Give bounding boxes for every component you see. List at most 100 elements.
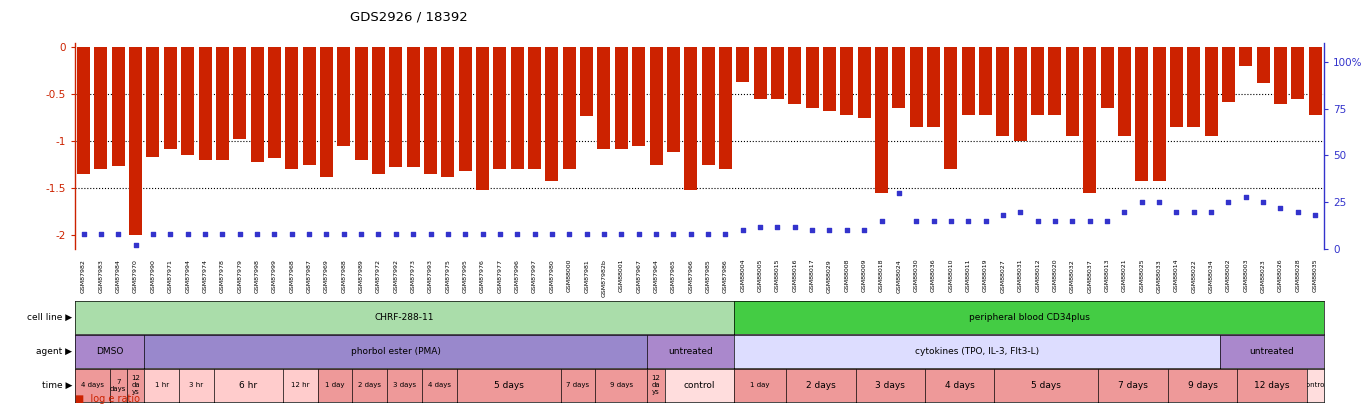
Bar xyxy=(285,47,298,169)
Bar xyxy=(1013,47,1027,141)
Bar xyxy=(789,47,801,104)
Text: 1 day: 1 day xyxy=(326,382,345,388)
Bar xyxy=(372,47,385,174)
Bar xyxy=(147,47,159,157)
Text: phorbol ester (PMA): phorbol ester (PMA) xyxy=(351,347,441,356)
Point xyxy=(731,227,753,234)
Point xyxy=(975,218,997,224)
Bar xyxy=(129,47,142,235)
Text: 3 days: 3 days xyxy=(392,382,415,388)
Text: 6 hr: 6 hr xyxy=(240,381,257,390)
Bar xyxy=(424,47,437,174)
Point xyxy=(1079,218,1100,224)
Text: 7 days: 7 days xyxy=(567,382,590,388)
Text: 12
da
ys: 12 da ys xyxy=(651,375,661,395)
Bar xyxy=(511,47,524,169)
Point xyxy=(592,231,614,237)
Bar xyxy=(199,47,211,160)
Point xyxy=(715,231,737,237)
Bar xyxy=(614,47,628,149)
Bar xyxy=(94,47,108,169)
Text: 3 days: 3 days xyxy=(876,381,906,390)
Text: untreated: untreated xyxy=(1249,347,1294,356)
Bar xyxy=(667,47,680,152)
Point xyxy=(211,231,233,237)
Point xyxy=(437,231,459,237)
Point xyxy=(906,218,928,224)
Point xyxy=(316,231,338,237)
Point xyxy=(662,231,684,237)
Text: 5 days: 5 days xyxy=(493,381,523,390)
Bar xyxy=(1135,47,1148,181)
Bar xyxy=(1083,47,1096,193)
Point xyxy=(385,231,407,237)
Point xyxy=(870,218,892,224)
Text: CHRF-288-11: CHRF-288-11 xyxy=(375,313,434,322)
Text: 5 days: 5 days xyxy=(1031,381,1061,390)
Point xyxy=(263,231,285,237)
Text: ■  log e ratio: ■ log e ratio xyxy=(75,394,140,404)
Point xyxy=(402,231,424,237)
Text: 12 hr: 12 hr xyxy=(291,382,309,388)
Bar xyxy=(823,47,836,111)
Bar xyxy=(1222,47,1235,102)
Text: peripheral blood CD34plus: peripheral blood CD34plus xyxy=(968,313,1090,322)
Point xyxy=(836,227,858,234)
Bar xyxy=(1188,47,1200,127)
Text: untreated: untreated xyxy=(669,347,714,356)
Bar xyxy=(874,47,888,193)
Bar xyxy=(753,47,767,99)
Point xyxy=(957,218,979,224)
Text: 9 days: 9 days xyxy=(610,382,633,388)
Bar xyxy=(997,47,1009,136)
Point xyxy=(247,231,268,237)
Bar xyxy=(407,47,419,167)
Bar xyxy=(1049,47,1061,115)
Point xyxy=(922,218,944,224)
Bar xyxy=(233,47,247,139)
Bar xyxy=(598,47,610,149)
Bar xyxy=(1100,47,1114,108)
Point xyxy=(1148,199,1170,205)
Point xyxy=(785,223,806,230)
Text: agent ▶: agent ▶ xyxy=(37,347,72,356)
Point xyxy=(558,231,580,237)
Bar xyxy=(771,47,785,99)
Text: 7
days: 7 days xyxy=(110,379,127,392)
Text: 4 days: 4 days xyxy=(80,382,104,388)
Bar xyxy=(338,47,350,146)
Bar xyxy=(163,47,177,149)
Text: cytokines (TPO, IL-3, Flt3-L): cytokines (TPO, IL-3, Flt3-L) xyxy=(915,347,1039,356)
Point xyxy=(1009,208,1031,215)
Bar xyxy=(1309,47,1321,115)
Point xyxy=(125,242,147,249)
Text: GDS2926 / 18392: GDS2926 / 18392 xyxy=(350,10,467,23)
Text: 2 days: 2 days xyxy=(806,381,836,390)
Point xyxy=(853,227,874,234)
Bar xyxy=(112,47,125,166)
Point xyxy=(992,212,1013,219)
Text: control: control xyxy=(1303,382,1328,388)
Point xyxy=(177,231,199,237)
Bar xyxy=(1118,47,1130,136)
Bar xyxy=(354,47,368,160)
Point xyxy=(1061,218,1083,224)
Text: 4 days: 4 days xyxy=(428,382,451,388)
Point xyxy=(940,218,962,224)
Point xyxy=(507,231,528,237)
Bar xyxy=(1170,47,1184,127)
Bar xyxy=(1066,47,1079,136)
Point xyxy=(1305,212,1327,219)
Point xyxy=(1166,208,1188,215)
Point xyxy=(281,231,302,237)
Bar xyxy=(910,47,922,127)
Point xyxy=(489,231,511,237)
Text: time ▶: time ▶ xyxy=(42,381,72,390)
Bar xyxy=(806,47,819,108)
Bar xyxy=(320,47,332,177)
Bar xyxy=(1031,47,1045,115)
Bar xyxy=(181,47,195,155)
Point xyxy=(72,231,94,237)
Point xyxy=(1287,208,1309,215)
Bar xyxy=(78,47,90,174)
